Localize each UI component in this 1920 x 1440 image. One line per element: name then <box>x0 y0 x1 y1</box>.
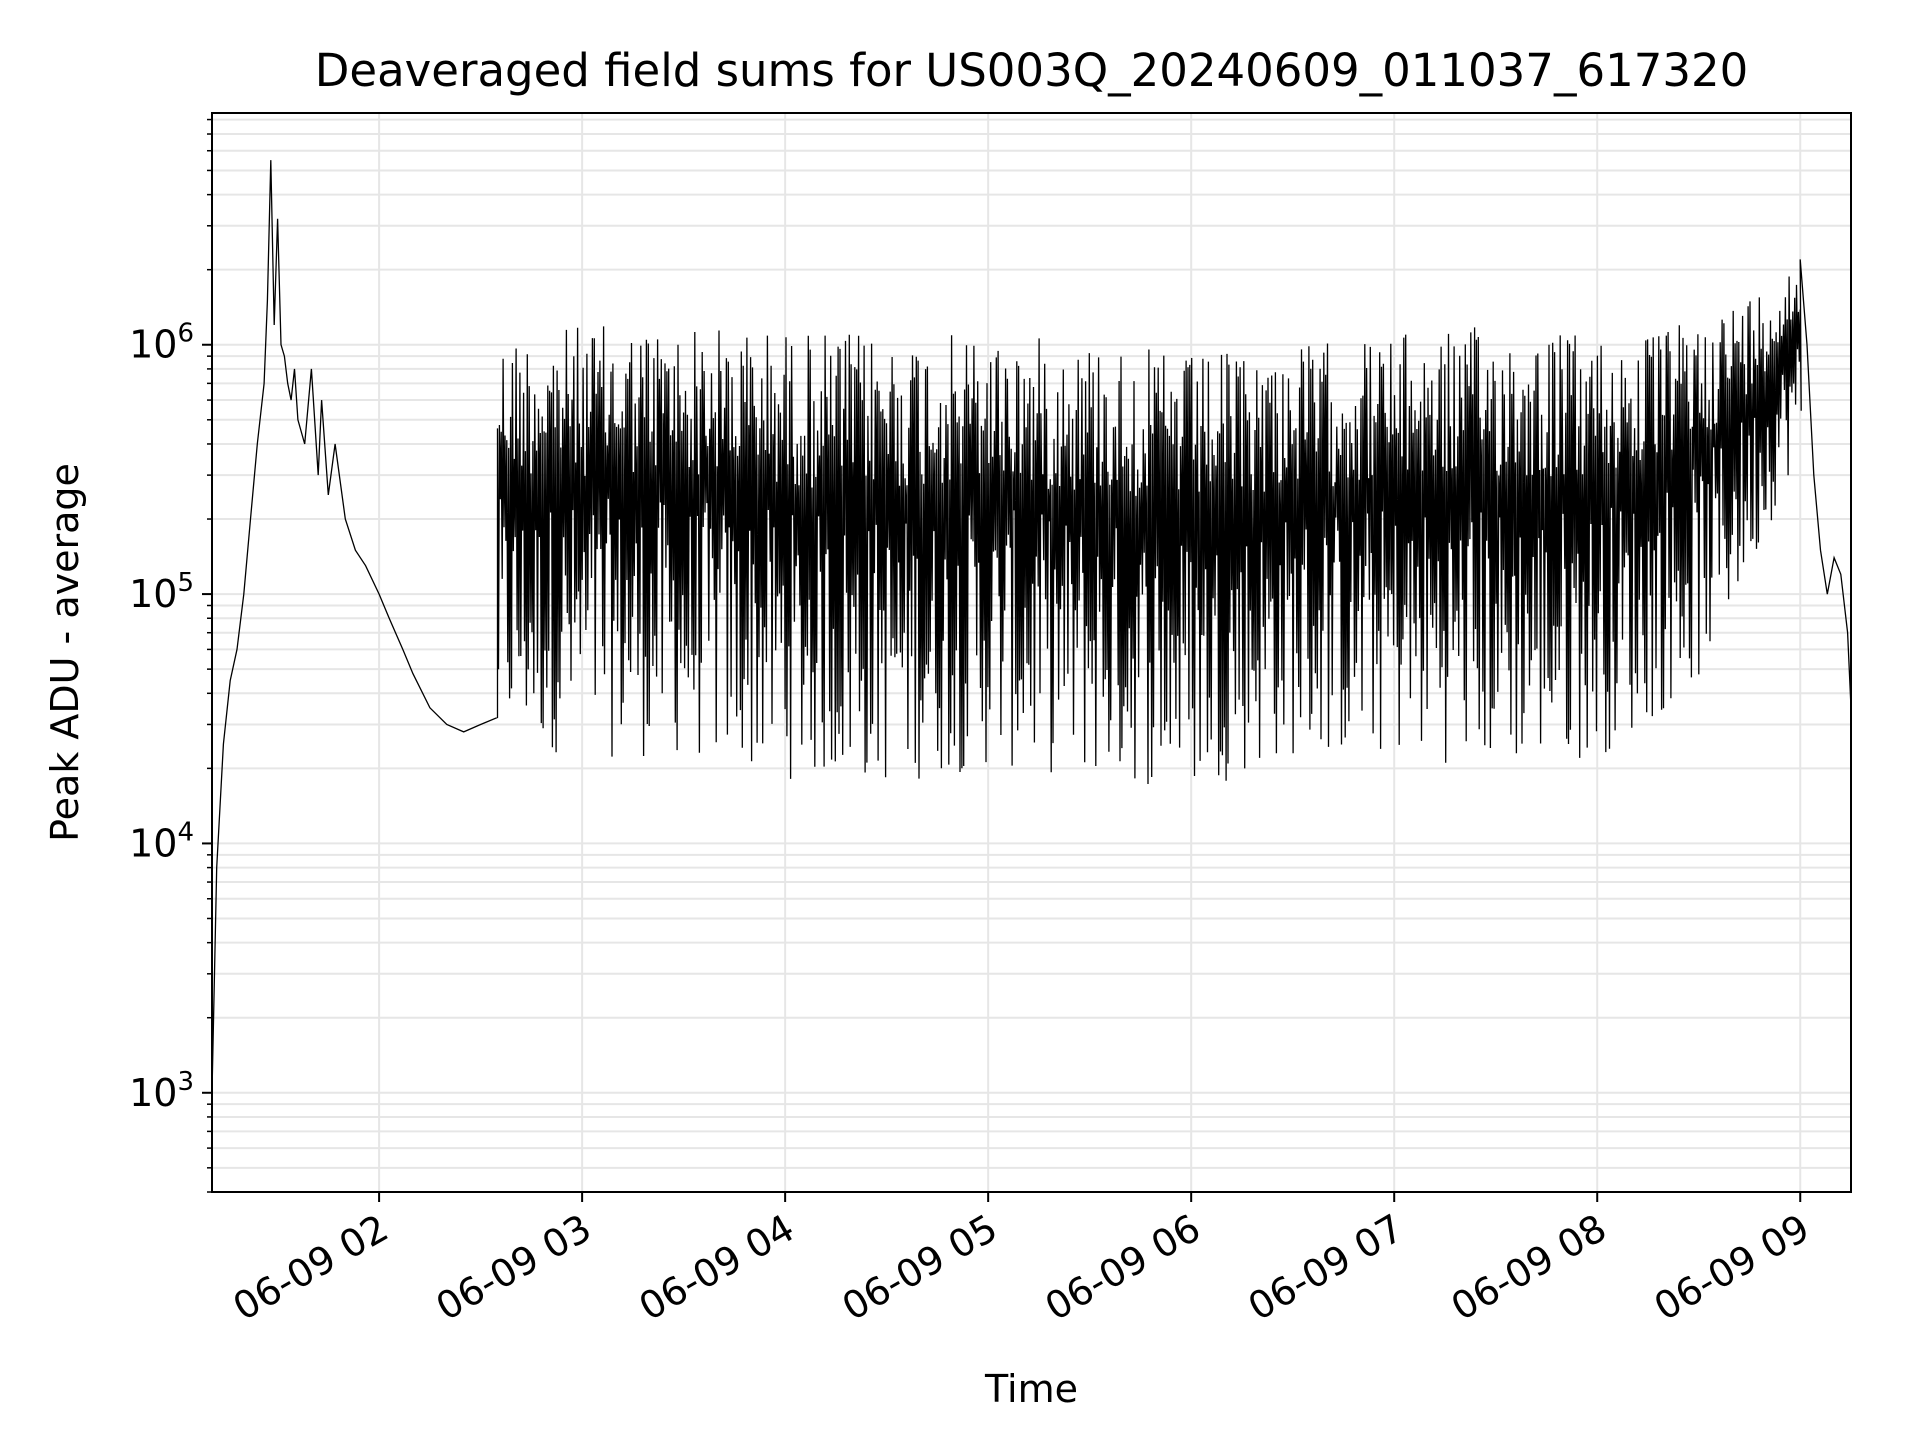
data-layer <box>212 160 1851 1093</box>
x-tick-label: 06-09 07 <box>1241 1206 1411 1330</box>
y-tick-label: 104 <box>129 817 194 865</box>
x-tick-label: 06-09 02 <box>226 1206 396 1330</box>
x-tick-label: 06-09 09 <box>1647 1206 1817 1330</box>
x-tick-label: 06-09 06 <box>1038 1206 1208 1330</box>
y-tick-label: 106 <box>129 319 194 367</box>
plot-frame <box>211 112 1852 1193</box>
data-series-line <box>212 160 1851 1093</box>
x-tick-label: 06-09 08 <box>1444 1206 1614 1330</box>
x-axis-label: Time <box>984 1367 1078 1411</box>
x-tick-label: 06-09 03 <box>429 1206 599 1330</box>
y-axis-label: Peak ADU - average <box>43 463 87 842</box>
x-tick-label: 06-09 04 <box>632 1206 802 1330</box>
chart-title: Deaveraged field sums for US003Q_2024060… <box>315 44 1748 97</box>
y-tick-label: 103 <box>129 1067 194 1115</box>
x-tick-label: 06-09 05 <box>835 1206 1005 1330</box>
y-tick-label: 105 <box>129 568 194 616</box>
